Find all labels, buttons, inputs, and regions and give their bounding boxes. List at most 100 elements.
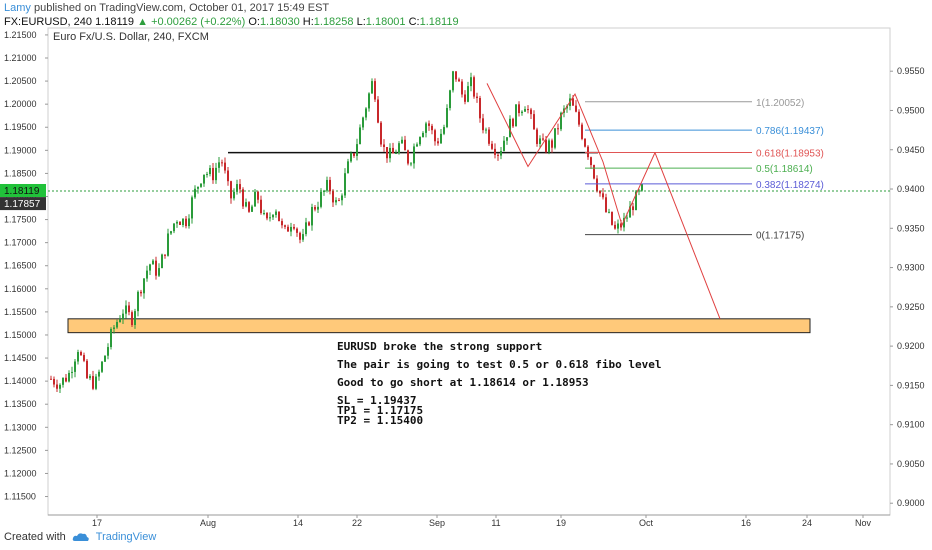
candle-body [221, 162, 223, 164]
candle-body [587, 146, 589, 158]
candle-body [419, 137, 421, 145]
author-link[interactable]: Lamy [4, 2, 31, 14]
publish-text: published on TradingView.com, October 01… [33, 2, 330, 14]
candle-body [353, 153, 355, 156]
cloud-logo-icon [72, 533, 89, 541]
candle-body [152, 260, 154, 265]
candle-body [332, 191, 334, 203]
candle-body [284, 225, 286, 227]
candle-body [347, 161, 349, 174]
candle-body [476, 96, 478, 99]
candle-body [497, 154, 499, 156]
candle-body [491, 143, 493, 149]
candle-body [275, 211, 277, 215]
high-label: H: [302, 16, 314, 28]
candle-body [443, 127, 445, 134]
right-tick-label: 0.9100 [897, 420, 925, 430]
left-tick-label: 1.20000 [4, 99, 37, 109]
candle-body [281, 221, 283, 226]
symbol-label: FX:EURUSD, 240 [4, 16, 93, 28]
candle-body [254, 191, 256, 207]
candle-body [464, 94, 466, 102]
candle-body [119, 319, 121, 323]
candle-body [239, 184, 241, 190]
candle-body [608, 211, 610, 213]
candle-body [458, 79, 460, 82]
candle-body [110, 328, 112, 348]
candle-body [533, 114, 535, 130]
candle-body [56, 384, 58, 389]
current-price-badge-text: 1.18119 [4, 186, 40, 197]
candle-body [341, 195, 343, 201]
candle-body [524, 109, 526, 112]
publish-info: Lamy published on TradingView.com, Octob… [4, 2, 329, 14]
candle-body [71, 371, 73, 373]
candle-body [299, 232, 301, 240]
left-tick-label: 1.11500 [4, 492, 36, 502]
candle-body [236, 184, 238, 192]
candle-body [350, 153, 352, 162]
candle-body [287, 226, 289, 232]
candle-body [509, 118, 511, 138]
candle-body [413, 146, 415, 164]
candle-body [191, 197, 193, 219]
projection-path[interactable] [654, 152, 721, 319]
x-tick-label: 19 [556, 518, 566, 528]
left-tick-label: 1.16500 [4, 261, 37, 271]
candle-body [446, 108, 448, 128]
candles [50, 70, 643, 394]
candle-body [455, 71, 457, 80]
candle-body [143, 278, 145, 294]
x-axis: 17 Aug 14 22 Sep 11 19 Oct 16 24 Nov [92, 515, 871, 528]
candle-body [218, 162, 220, 168]
candle-body [377, 99, 379, 123]
candle-body [635, 191, 637, 211]
left-tick-label: 1.16000 [4, 284, 37, 294]
candle-body [233, 191, 235, 199]
candle-body [263, 213, 265, 215]
candle-body [359, 127, 361, 145]
candle-body [605, 197, 607, 213]
close-label: C: [408, 16, 420, 28]
candle-body [68, 372, 70, 382]
candle-body [326, 179, 328, 191]
fib-retracement[interactable]: 1(1.20052) 0.786(1.19437) 0.618(1.18953) 0.… [585, 98, 824, 242]
harmonic-pattern[interactable] [486, 83, 656, 227]
candle-body [305, 222, 307, 235]
candle-body [149, 264, 151, 271]
candle-body [224, 162, 226, 171]
candle-body [392, 147, 394, 154]
candle-body [548, 140, 550, 152]
candle-body [404, 139, 406, 151]
candle-body [503, 140, 505, 151]
right-tick-label: 0.9050 [897, 459, 925, 469]
candle-body [260, 199, 262, 214]
candle-body [365, 108, 367, 118]
candle-body [161, 254, 163, 269]
candle-body [482, 118, 484, 131]
candle-body [215, 167, 217, 181]
candle-body [554, 128, 556, 148]
candle-body [278, 211, 280, 222]
fib-level-label: 0.5(1.18614) [756, 164, 813, 175]
candle-body [212, 168, 214, 181]
candle-body [329, 179, 331, 192]
candle-body [515, 104, 517, 127]
right-tick-label: 0.9150 [897, 380, 925, 390]
candle-body [140, 291, 142, 294]
low-label: L: [356, 16, 366, 28]
candle-body [470, 77, 472, 87]
candle-body [557, 128, 559, 130]
candle-body [452, 71, 454, 91]
support-zone[interactable] [67, 318, 811, 334]
tradingview-link[interactable]: TradingView [95, 531, 157, 543]
candle-body [398, 143, 400, 154]
candle-body [248, 202, 250, 212]
candle-body [389, 147, 391, 159]
fib-level-label: 1(1.20052) [756, 98, 804, 109]
candle-body [308, 222, 310, 226]
candle-body [317, 206, 319, 210]
candle-body [602, 193, 604, 198]
candle-body [374, 81, 376, 100]
